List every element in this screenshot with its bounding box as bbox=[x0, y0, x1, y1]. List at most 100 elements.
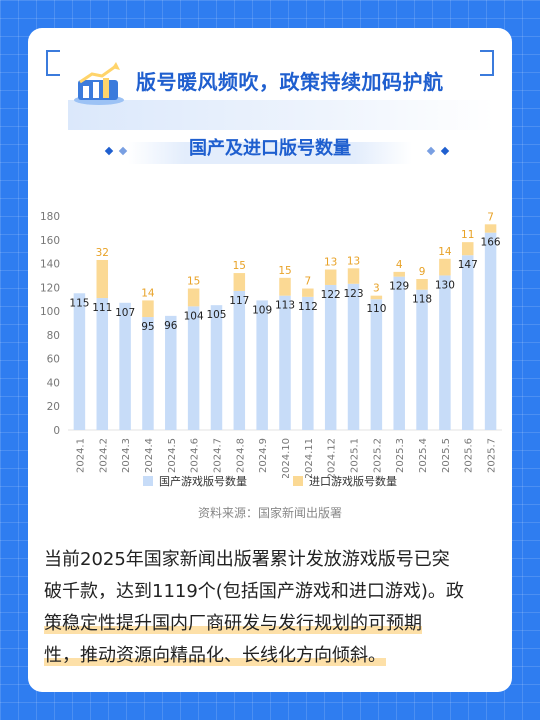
chart-legend: 国产游戏版号数量 进口游戏版号数量 bbox=[28, 473, 512, 489]
bar-domestic bbox=[439, 275, 451, 430]
x-tick-label: 2024.5 bbox=[167, 438, 178, 473]
x-tick-label: 2025.1 bbox=[350, 438, 361, 473]
data-label-domestic: 166 bbox=[481, 237, 501, 249]
bar-domestic bbox=[96, 298, 109, 430]
bar-domestic bbox=[484, 232, 497, 430]
data-label-domestic: 104 bbox=[184, 310, 204, 322]
bar-imported bbox=[347, 268, 360, 284]
x-tick-label: 2024.3 bbox=[121, 438, 132, 473]
bar-imported bbox=[461, 242, 474, 256]
bar-domestic bbox=[393, 276, 405, 430]
summary-line-1: 当前2025年国家新闻出版署累计发放游戏版号已突 bbox=[44, 549, 450, 570]
bar-imported bbox=[96, 259, 109, 299]
bar-domestic bbox=[256, 300, 268, 430]
x-tick-label: 2025.3 bbox=[395, 438, 406, 473]
y-tick-label: 180 bbox=[40, 211, 60, 223]
data-label-domestic: 112 bbox=[298, 301, 318, 313]
data-label-domestic: 110 bbox=[366, 303, 386, 315]
data-label-imported: 9 bbox=[419, 266, 426, 278]
data-label-imported: 15 bbox=[233, 260, 246, 272]
bar-domestic bbox=[324, 284, 337, 430]
summary-line-3-highlight: 策稳定性提升国内厂商研发与发行规划的可预期 bbox=[44, 613, 422, 634]
stacked-bar-chart: 0204060801001201401601801152024.11113220… bbox=[40, 211, 502, 478]
bar-domestic bbox=[165, 315, 177, 430]
x-tick-label: 2025.4 bbox=[418, 438, 429, 473]
bar-domestic bbox=[73, 293, 86, 430]
x-tick-label: 2024.9 bbox=[258, 438, 269, 473]
chart-title-band bbox=[128, 142, 412, 164]
data-label-domestic: 107 bbox=[115, 307, 135, 319]
y-tick-label: 20 bbox=[47, 401, 60, 413]
legend-swatch-domestic bbox=[143, 476, 153, 486]
data-label-domestic: 122 bbox=[321, 289, 341, 301]
data-label-imported: 14 bbox=[438, 246, 452, 258]
data-label-imported: 13 bbox=[347, 255, 360, 267]
summary-line-4-highlight: 性，推动资源向精品化、长线化方向倾斜。 bbox=[44, 645, 386, 666]
x-tick-label: 2024.4 bbox=[144, 438, 155, 473]
x-tick-label: 2024.10 bbox=[281, 438, 292, 478]
data-label-domestic: 109 bbox=[252, 304, 272, 316]
header-band bbox=[68, 100, 494, 130]
left-bracket-decoration bbox=[46, 50, 60, 76]
data-label-imported: 3 bbox=[373, 283, 380, 295]
y-tick-label: 140 bbox=[40, 259, 60, 271]
bar-domestic bbox=[142, 317, 154, 430]
data-label-domestic: 96 bbox=[164, 320, 178, 332]
bar-imported bbox=[439, 258, 451, 276]
bar-imported bbox=[324, 269, 337, 285]
data-label-domestic: 115 bbox=[69, 297, 89, 309]
bar-imported bbox=[279, 277, 291, 296]
data-label-imported: 11 bbox=[461, 229, 474, 241]
bar-domestic bbox=[370, 299, 383, 430]
x-tick-label: 2024.11 bbox=[304, 438, 315, 478]
data-label-domestic: 95 bbox=[141, 321, 154, 333]
data-label-imported: 15 bbox=[278, 265, 291, 277]
data-label-domestic: 111 bbox=[92, 302, 112, 314]
data-label-imported: 32 bbox=[96, 247, 109, 259]
summary-line-3: 策稳定性提升国内厂商研发与发行规划的可预期 bbox=[44, 608, 500, 640]
bar-domestic bbox=[210, 305, 223, 430]
x-tick-label: 2025.6 bbox=[464, 438, 475, 473]
data-label-imported: 14 bbox=[141, 287, 155, 299]
y-tick-label: 120 bbox=[40, 282, 60, 294]
chart-title: 国产及进口版号数量 bbox=[189, 138, 351, 159]
y-tick-label: 40 bbox=[47, 377, 60, 389]
bar-domestic bbox=[233, 290, 246, 430]
x-tick-label: 2024.2 bbox=[98, 438, 109, 473]
content-card: 版号暖风频吹，政策持续加码护航 国产及进口版号数量 0 20 40 60 80 100 12… bbox=[28, 28, 512, 692]
y-tick-label: 80 bbox=[47, 330, 60, 342]
x-tick-label: 2024.1 bbox=[75, 438, 86, 473]
bar-domestic bbox=[187, 306, 200, 430]
data-label-domestic: 130 bbox=[435, 279, 455, 291]
x-tick-label: 2024.8 bbox=[235, 438, 246, 473]
legend-item-domestic: 国产游戏版号数量 bbox=[143, 473, 247, 489]
data-label-imported: 13 bbox=[324, 257, 337, 269]
data-label-domestic: 117 bbox=[229, 295, 249, 307]
y-tick-label: 160 bbox=[40, 235, 60, 247]
bar-domestic bbox=[416, 289, 428, 430]
legend-swatch-imported bbox=[293, 476, 303, 486]
bar-domestic bbox=[302, 296, 314, 430]
data-label-imported: 15 bbox=[187, 276, 200, 288]
data-label-domestic: 105 bbox=[206, 309, 226, 321]
legend-label-imported: 进口游戏版号数量 bbox=[309, 475, 397, 488]
bar-domestic bbox=[461, 255, 474, 430]
y-tick-label: 100 bbox=[40, 306, 60, 318]
data-label-imported: 7 bbox=[304, 276, 311, 288]
x-tick-label: 2024.6 bbox=[190, 438, 201, 473]
data-label-domestic: 123 bbox=[344, 288, 364, 300]
data-label-imported: 4 bbox=[396, 259, 403, 271]
bar-imported bbox=[187, 288, 200, 307]
data-label-domestic: 118 bbox=[412, 294, 432, 306]
x-tick-label: 2024.7 bbox=[212, 438, 223, 473]
data-label-imported: 7 bbox=[487, 211, 494, 223]
summary-line-2: 破千款，达到1119个(包括国产游戏和进口游戏)。政 bbox=[44, 581, 464, 602]
bar-imported bbox=[484, 224, 497, 233]
data-label-domestic: 147 bbox=[458, 259, 478, 271]
bar-imported bbox=[302, 288, 314, 297]
legend-item-imported: 进口游戏版号数量 bbox=[293, 473, 397, 489]
bar-domestic bbox=[347, 283, 360, 430]
bar-chart-icon bbox=[74, 62, 124, 105]
x-tick-label: 2024.12 bbox=[327, 438, 338, 478]
